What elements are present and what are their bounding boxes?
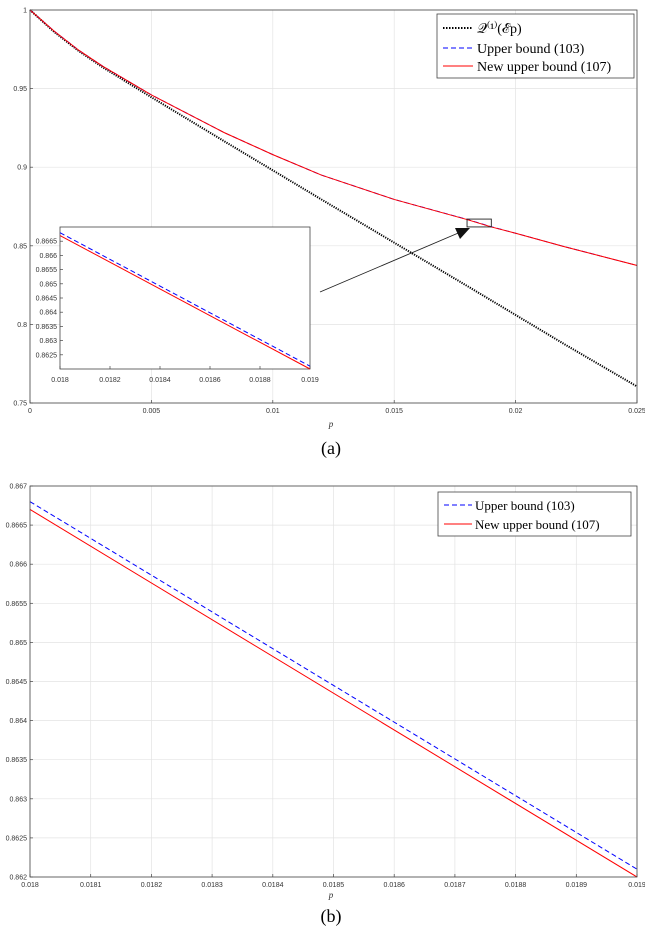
legend-b-label-series-1: Upper bound (103) [475, 498, 575, 513]
b-x-tick-label: 0.0183 [201, 882, 223, 889]
plot-frame-a [29, 9, 638, 404]
b-series-line-2 [29, 509, 638, 878]
legend-box-b [437, 491, 632, 537]
inset-x-tick-label: 0.0184 [149, 377, 171, 384]
legend-b: Upper bound (103) New upper bound (107) [437, 491, 632, 537]
b-series-line-1 [29, 501, 638, 870]
a-series-line-3 [29, 9, 638, 266]
b-x-tick-label: 0.019 [628, 882, 645, 889]
inset-series-line-2 [59, 235, 311, 370]
inset-x-tick-label: 0.0182 [99, 377, 121, 384]
x-axis-label-b: p [328, 890, 334, 900]
a-y-tick-label: 0.9 [17, 165, 27, 172]
b-y-tick-label: 0.862 [9, 875, 27, 882]
zoom-box [466, 218, 492, 228]
a-x-tick-label: 0.01 [266, 408, 280, 415]
zoom-arrow-head [455, 228, 470, 239]
b-y-tick-label: 0.8665 [6, 523, 28, 530]
b-x-tick-label: 0.0185 [323, 882, 345, 889]
zoom-arrow [319, 230, 464, 293]
inset-x-tick-label: 0.018 [51, 377, 69, 384]
b-y-tick-label: 0.865 [9, 640, 27, 647]
a-x-tick-label: 0 [28, 408, 32, 415]
a-y-tick-label: 1 [23, 8, 27, 15]
b-y-tick-label: 0.863 [9, 796, 27, 803]
inset-x-tick-label: 0.0186 [199, 377, 221, 384]
legend-label-series-3: New upper bound (107) [477, 60, 611, 75]
inset-y-tick-label: 0.864 [39, 310, 57, 317]
b-y-tick-label: 0.866 [9, 562, 27, 569]
inset-y-tick-label: 0.866 [39, 253, 57, 260]
a-x-tick-label: 0.005 [143, 408, 161, 415]
a-y-tick-label: 0.8 [17, 322, 27, 329]
inset-x-tick-label: 0.019 [301, 377, 319, 384]
b-y-tick-label: 0.8645 [6, 679, 28, 686]
b-y-tick-label: 0.8635 [6, 757, 28, 764]
b-x-tick-label: 0.018 [21, 882, 39, 889]
caption-a: (a) [321, 438, 341, 459]
inset-y-tick-label: 0.8645 [36, 296, 58, 303]
inset-y-tick-label: 0.863 [39, 338, 57, 345]
legend-box-a [436, 13, 635, 79]
a-y-tick-label: 0.75 [13, 401, 27, 408]
inset-series-line-1 [59, 232, 311, 367]
inset-y-tick-label: 0.8625 [36, 352, 58, 359]
b-x-tick-label: 0.0186 [383, 882, 405, 889]
legend-a: 𝒬⁽¹⁾(ℰp) Upper bound (103) New upper bou… [436, 13, 635, 79]
b-x-tick-label: 0.0184 [262, 882, 284, 889]
inset-x-tick-label: 0.0188 [249, 377, 271, 384]
inset-frame [59, 226, 311, 370]
b-x-tick-label: 0.0182 [141, 882, 163, 889]
inset-y-tick-label: 0.8635 [36, 324, 58, 331]
inset-y-tick-label: 0.865 [39, 281, 57, 288]
b-x-tick-label: 0.0189 [566, 882, 588, 889]
inset-y-tick-label: 0.8665 [36, 239, 58, 246]
a-y-tick-label: 0.85 [13, 243, 27, 250]
a-x-tick-label: 0.02 [509, 408, 523, 415]
b-x-tick-label: 0.0187 [444, 882, 466, 889]
b-x-tick-label: 0.0181 [80, 882, 102, 889]
b-y-tick-label: 0.867 [9, 484, 27, 491]
a-y-tick-label: 0.95 [13, 86, 27, 93]
inset-y-tick-label: 0.8655 [36, 267, 58, 274]
inset-chart: 0.018 0.0182 0.0184 0.0186 0.0188 0.019 0.8625… [36, 226, 319, 384]
a-x-tick-label: 0.015 [385, 408, 403, 415]
legend-b-label-series-2: New upper bound (107) [475, 517, 600, 532]
chart-panel-a: 0 0.005 0.01 0.015 0.02 0.025 0.75 0.8 0.85 0.9 0.… [13, 8, 645, 430]
a-series-line-1 [29, 9, 638, 388]
b-y-tick-label: 0.8655 [6, 601, 28, 608]
chart-panel-b: 0.018 0.0181 0.0182 0.0183 0.0184 0.0185 0.018… [6, 484, 645, 901]
caption-b: (b) [321, 906, 342, 927]
b-y-tick-label: 0.864 [9, 718, 27, 725]
b-x-tick-label: 0.0188 [505, 882, 527, 889]
b-y-tick-label: 0.8625 [6, 835, 28, 842]
a-x-tick-label: 0.025 [628, 408, 645, 415]
legend-label-series-2: Upper bound (103) [477, 42, 585, 57]
x-axis-label-a: p [328, 419, 334, 429]
legend-label-series-1: 𝒬⁽¹⁾(ℰp) [477, 20, 522, 37]
